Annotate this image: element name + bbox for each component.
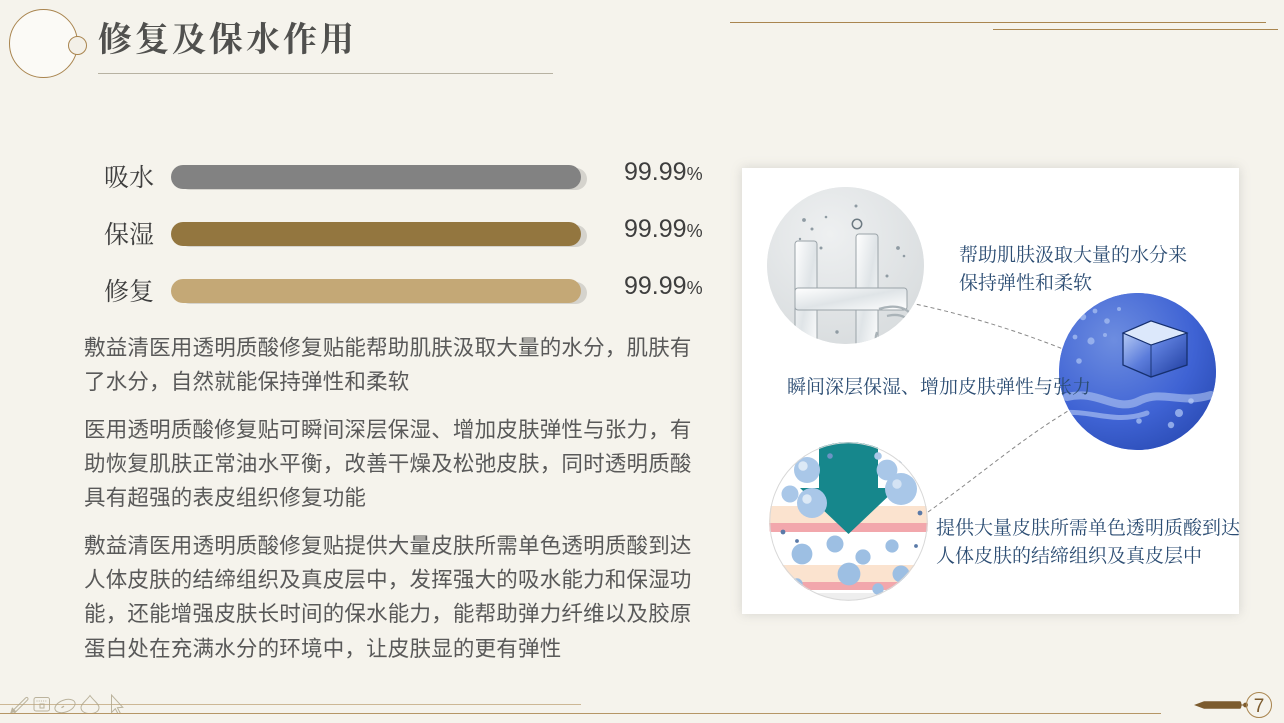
svg-text:7: 7 <box>1254 696 1265 717</box>
